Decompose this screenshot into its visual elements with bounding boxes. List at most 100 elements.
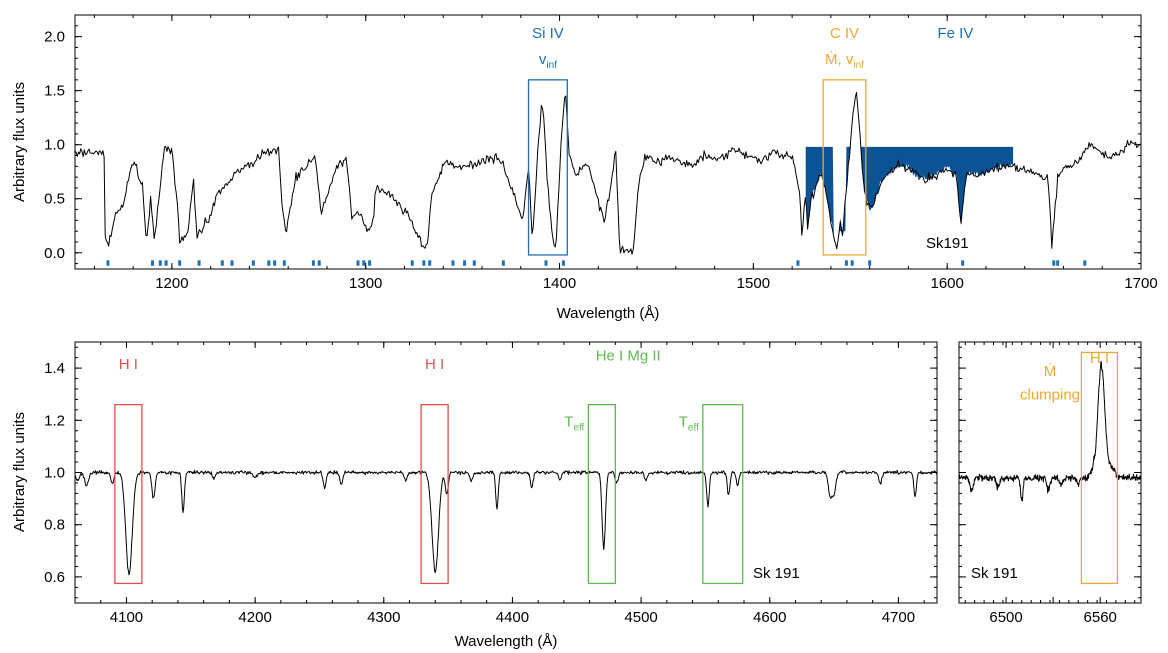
box-sublabel: vinf (539, 51, 557, 71)
diagnostic-box-0 (1080, 351, 1119, 585)
y-tick-label: 0.8 (44, 517, 65, 534)
line-id-tick (850, 260, 854, 266)
x-tick-label: 4200 (238, 609, 271, 626)
line-id-tick (368, 260, 372, 266)
line-id-tick (267, 260, 271, 266)
x-tick-label: 1500 (737, 275, 770, 292)
x-tick-label: 6560 (1084, 609, 1117, 626)
panel-optical: H I H I Teff Teff He I Mg II 4100 4200 4300 440… (11, 341, 938, 650)
line-id-tick (158, 260, 162, 266)
optical-plot-area: H I H I Teff Teff He I Mg II (75, 347, 937, 585)
y-tick-label: 0.5 (44, 191, 65, 208)
y-tick-label: 1.0 (44, 465, 65, 482)
box-sublabel: Ṁ, vinf (825, 50, 864, 71)
y-tick-label: 1.5 (44, 83, 65, 100)
line-id-tick (151, 260, 155, 266)
line-id-tick (317, 260, 321, 266)
annotation-label: clumping (1020, 386, 1080, 403)
line-id-tick (251, 260, 255, 266)
line-id-tick (1052, 260, 1056, 266)
diagnostic-box-0 (527, 79, 568, 256)
line-id-tick (178, 260, 182, 266)
line-id-tick (106, 260, 110, 266)
line-id-tick (362, 260, 366, 266)
annotation-label: Ṁ (1044, 362, 1057, 380)
halpha-frame (958, 341, 1142, 604)
uv-ylabel: Arbitrary flux units (11, 82, 28, 202)
line-id-tick (844, 260, 848, 266)
diagnostic-box-2 (587, 403, 617, 585)
annotation-label: He I Mg II (596, 347, 661, 364)
line-id-tick (422, 260, 426, 266)
annotation-label: Fe IV (937, 25, 973, 42)
x-tick-label: 1700 (1124, 275, 1157, 292)
line-id-tick (796, 260, 800, 266)
box-side-label: Teff (679, 413, 699, 433)
x-tick-label: 4600 (753, 609, 786, 626)
line-id-tick (451, 260, 455, 266)
box-side-label: Teff (564, 413, 584, 433)
line-id-tick (197, 260, 201, 266)
spectrum-line-0 (959, 360, 1141, 502)
line-id-tick (410, 260, 414, 266)
box-label: H I (1090, 350, 1109, 367)
y-tick-label: 1.0 (44, 137, 65, 154)
fe-iv-forest-fill (805, 146, 1014, 252)
spectrum-line-0 (75, 469, 937, 576)
spectrum-line-0 (75, 92, 1141, 255)
line-id-tick (282, 260, 286, 266)
y-tick-label: 0.6 (44, 569, 65, 586)
diagnostic-box-1 (822, 79, 867, 256)
halpha-star-label: Sk 191 (971, 565, 1018, 582)
uv-plot-area: Si IV vinf C IV Ṁ, vinf Fe IV (75, 25, 1141, 266)
uv-xlabel: Wavelength (Å) (557, 305, 660, 322)
line-id-tick (961, 260, 965, 266)
x-tick-label: 4500 (624, 609, 657, 626)
x-tick-label: 1200 (155, 275, 188, 292)
y-tick-label: 2.0 (44, 29, 65, 46)
line-id-tick (501, 260, 505, 266)
y-tick-label: 1.4 (44, 360, 65, 377)
line-id-tick (428, 260, 432, 266)
line-id-tick (1056, 260, 1060, 266)
line-id-tick (220, 260, 224, 266)
line-id-tick (561, 260, 565, 266)
x-tick-label: 4100 (110, 609, 143, 626)
line-id-tick (472, 260, 476, 266)
line-id-tick (273, 260, 277, 266)
uv-axes: 1200 1300 1400 1500 1600 1700 0.0 0.5 1.0 1.5 2.0 (44, 15, 1158, 292)
optical-xlabel: Wavelength (Å) (455, 633, 558, 650)
optical-star-label: Sk 191 (753, 565, 800, 582)
halpha-axes: 6500 6560 (959, 342, 1141, 626)
line-id-tick (164, 260, 168, 266)
x-tick-label: 4300 (367, 609, 400, 626)
diagnostic-box-1 (420, 403, 449, 585)
uv-star-label: Sk191 (926, 235, 969, 252)
uv-frame (74, 14, 1142, 270)
panel-uv: Si IV vinf C IV Ṁ, vinf Fe IV 1200 1300 1400 15… (11, 14, 1158, 322)
line-id-tick (1083, 260, 1087, 266)
x-tick-label: 1600 (930, 275, 963, 292)
y-tick-label: 1.2 (44, 412, 65, 429)
x-tick-label: 6500 (989, 609, 1022, 626)
y-tick-label: 0.0 (44, 245, 65, 262)
x-tick-label: 4400 (496, 609, 529, 626)
box-label: H I (119, 356, 138, 373)
line-id-tick (868, 260, 872, 266)
x-tick-label: 4700 (882, 609, 915, 626)
optical-ylabel: Arbitrary flux units (11, 412, 28, 532)
line-id-tick (544, 260, 548, 266)
line-id-tick (311, 260, 315, 266)
x-tick-label: 1300 (349, 275, 382, 292)
line-id-tick (463, 260, 467, 266)
box-label: C IV (830, 25, 859, 42)
box-label: H I (425, 356, 444, 373)
box-label: Si IV (532, 25, 564, 42)
x-tick-label: 1400 (543, 275, 576, 292)
diagnostic-box-3 (702, 403, 744, 585)
optical-axes: 4100 4200 4300 4400 4500 4600 4700 0.6 0.8 1.0 1.2… (44, 342, 937, 626)
diagnostic-box-0 (114, 403, 143, 585)
